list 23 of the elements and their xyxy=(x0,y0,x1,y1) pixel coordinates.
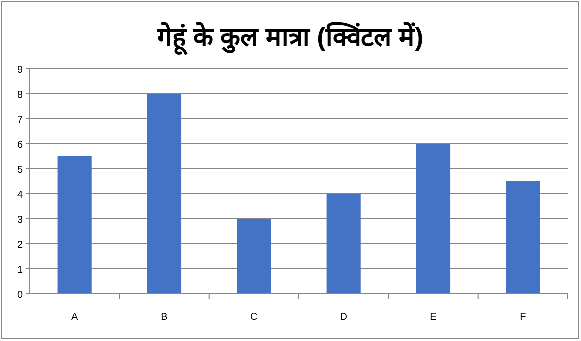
y-tick-label: 4 xyxy=(17,190,24,201)
x-tick-label: F xyxy=(520,312,526,323)
y-tick-label: 5 xyxy=(17,165,24,176)
y-tick-label: 6 xyxy=(17,140,24,151)
y-tick-label: 0 xyxy=(17,290,24,301)
bar xyxy=(416,144,451,294)
y-tick-label: 2 xyxy=(17,240,24,251)
y-tick-label: 1 xyxy=(17,265,24,276)
x-tick-label: C xyxy=(250,312,258,323)
chart-title: गेहूं के कुल मात्रा (क्विंटल में) xyxy=(156,22,424,56)
x-tick-label: B xyxy=(161,312,168,323)
bar xyxy=(147,94,182,294)
x-tick-label: A xyxy=(71,312,78,323)
bar xyxy=(326,194,361,294)
y-tick-label: 3 xyxy=(17,215,24,226)
y-tick-label: 7 xyxy=(17,115,24,126)
bar xyxy=(237,219,272,294)
bar xyxy=(58,156,92,294)
y-tick-label: 8 xyxy=(17,90,24,101)
bar xyxy=(506,182,540,294)
x-tick-label: D xyxy=(340,312,348,323)
x-tick-label: E xyxy=(430,312,438,323)
y-tick-label: 9 xyxy=(17,65,24,76)
